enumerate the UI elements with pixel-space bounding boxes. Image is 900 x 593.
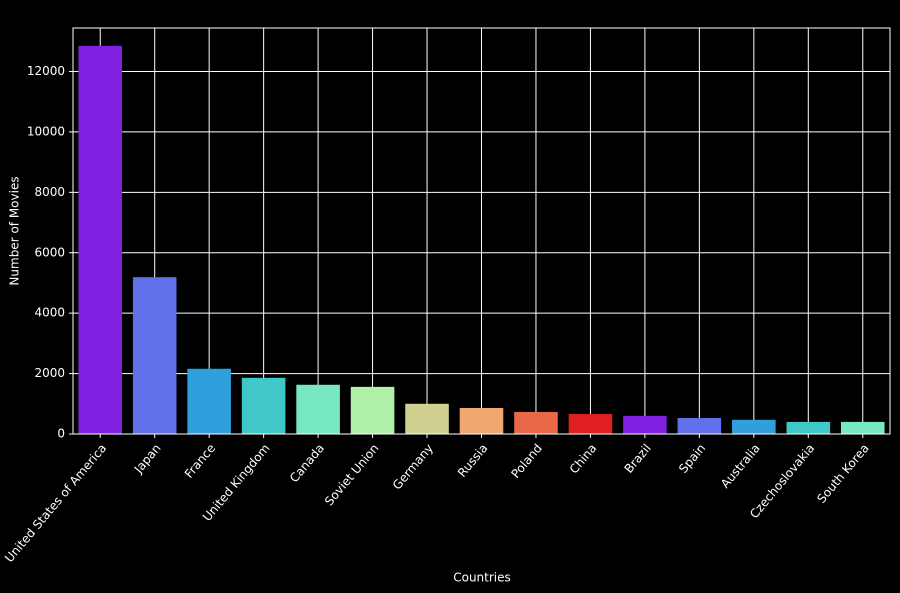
bar [241, 377, 286, 434]
bar [350, 386, 395, 434]
y-tick-label: 2000 [34, 366, 65, 380]
y-axis-label: Number of Movies [8, 176, 22, 285]
bar [459, 408, 504, 434]
x-tick-label: Canada [287, 441, 327, 485]
bar [623, 415, 667, 434]
bar [132, 277, 177, 434]
y-tick-label: 8000 [34, 185, 65, 199]
x-tick-label: South Korea [814, 441, 871, 506]
bar [187, 368, 231, 434]
bar [405, 403, 449, 434]
x-tick-label: Soviet Union [322, 441, 382, 508]
x-tick-label: Russia [455, 441, 491, 480]
bar [677, 417, 722, 434]
x-tick-label: Poland [508, 441, 544, 481]
plot-frame [72, 27, 891, 435]
bar [786, 421, 831, 434]
y-tick-label: 4000 [34, 306, 65, 320]
x-tick-label: Spain [676, 441, 708, 476]
x-tick-label: France [182, 441, 218, 481]
x-tick-label: Australia [718, 441, 763, 491]
x-tick-label: United States of America [2, 441, 109, 565]
bar [840, 421, 885, 434]
x-tick-label: Brazil [622, 441, 654, 476]
bar [732, 419, 776, 434]
x-axis-label: Countries [453, 571, 511, 585]
y-tick-label: 6000 [34, 245, 65, 259]
bar [296, 384, 340, 434]
bar [568, 414, 613, 434]
bar [514, 411, 558, 434]
y-tick-label: 0 [57, 427, 65, 441]
x-tick-label: Japan [131, 441, 164, 476]
bar [78, 45, 123, 435]
y-tick-label: 10000 [27, 124, 65, 138]
x-tick-label: China [567, 441, 600, 476]
y-tick-label: 12000 [27, 64, 65, 78]
x-tick-label: Germany [390, 441, 436, 492]
